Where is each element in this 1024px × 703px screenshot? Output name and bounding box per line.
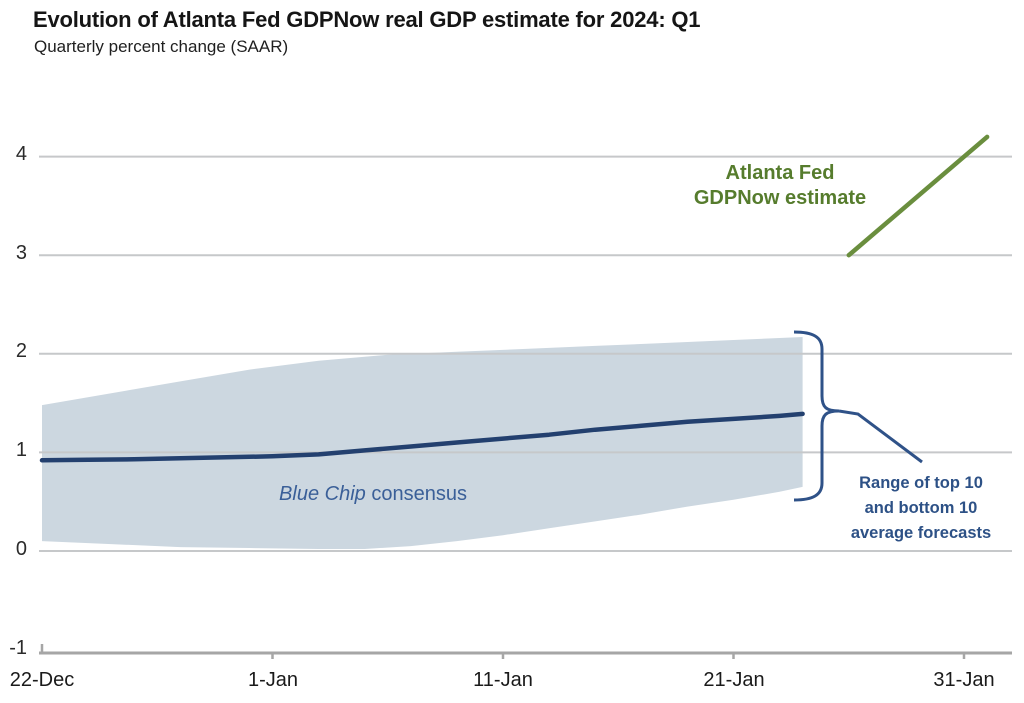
gdpnow-estimate-label: Atlanta Fed GDPNow estimate <box>666 161 894 211</box>
x-tick-label-11jan: 11-Jan <box>473 669 533 691</box>
chart-title: Evolution of Atlanta Fed GDPNow real GDP… <box>33 7 701 32</box>
range-annotation-line1: Range of top 10 <box>859 474 983 492</box>
range-bracket-pointer <box>838 409 923 464</box>
range-annotation-line2: and bottom 10 <box>864 499 978 517</box>
x-tick-label-22dec: 22-Dec <box>9 669 75 691</box>
blue-chip-label-italic: Blue Chip <box>279 483 366 505</box>
y-tick-label-4: 4 <box>15 143 27 165</box>
blue-chip-consensus-line <box>39 411 805 463</box>
chart-subtitle: Quarterly percent change (SAAR) <box>34 37 289 56</box>
range-annotation-line3: average forecasts <box>850 524 992 542</box>
gdpnow-estimate-label-line1: Atlanta Fed <box>725 162 835 184</box>
blue-chip-consensus-label: Blue Chip consensus <box>254 483 492 506</box>
x-axis-ticks <box>40 644 966 659</box>
forecast-range-band <box>42 337 803 549</box>
blue-chip-label-rest: consensus <box>365 483 467 505</box>
x-tick-label-1jan: 1-Jan <box>247 669 299 691</box>
x-axis <box>39 644 1012 659</box>
x-tick-label-31jan: 31-Jan <box>933 669 995 691</box>
y-tick-label-3: 3 <box>15 242 27 264</box>
y-tick-label-neg1: -1 <box>9 637 27 659</box>
y-tick-label-2: 2 <box>15 340 27 362</box>
gdpnow-estimate-label-line2: GDPNow estimate <box>693 187 867 209</box>
x-tick-label-21jan: 21-Jan <box>703 669 765 691</box>
y-tick-label-1: 1 <box>15 439 27 461</box>
gdpnow-estimate-line <box>846 134 990 258</box>
y-tick-label-0: 0 <box>15 538 27 560</box>
range-annotation-label: Range of top 10 and bottom 10 average fo… <box>820 471 1022 546</box>
